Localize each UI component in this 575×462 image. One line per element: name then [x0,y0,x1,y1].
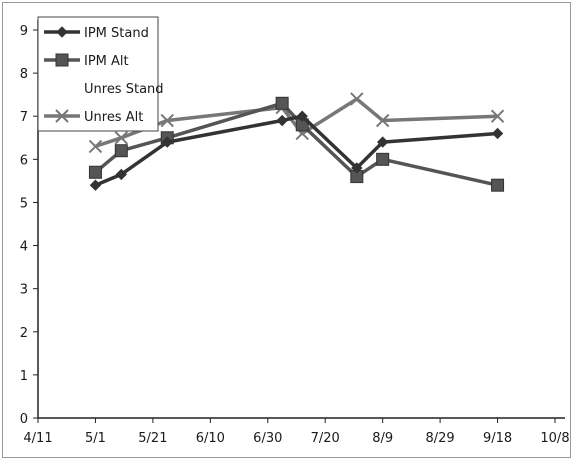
legend-label-ipm-alt: IPM Alt [84,54,129,69]
data-point-ipm-stand [491,127,504,140]
data-point-ipm-stand [276,114,288,127]
data-point-ipm-stand [161,136,173,148]
data-point-ipm-stand [89,179,102,191]
legend-label-unres-alt: Unres Alt [84,110,143,125]
y-tick-label: 2 [20,326,28,341]
y-tick-label: 4 [20,240,28,255]
data-point-unres-alt-stroke [160,113,174,128]
data-point-unres-alt-stroke [88,139,103,154]
y-tick-label: 9 [20,24,28,39]
y-tick-label: 8 [20,67,28,82]
legend-label-ipm-stand: IPM Stand [84,26,149,41]
data-point-unres-alt [490,109,505,123]
data-point-ipm-stand [296,110,308,122]
data-point-ipm-alt [275,96,289,110]
y-tick-label: 1 [20,369,28,384]
data-point-ipm-alt [114,144,128,158]
data-point-unres-alt-stroke [114,131,129,145]
x-tick-label: 6/10 [196,431,225,446]
y-tick-label: 0 [20,412,28,427]
data-point-unres-alt-stroke [350,92,364,106]
legend-marker-ipm-stand [56,26,68,38]
data-point-ipm-alt [491,178,505,192]
legend-marker-ipm-alt [55,53,69,67]
x-tick-label: 7/20 [311,431,340,446]
y-tick-label: 3 [20,283,28,298]
y-tick-label: 7 [20,110,28,125]
data-point-ipm-stand [351,162,363,174]
x-tick-label: 4/11 [23,431,52,446]
data-point-unres-alt [375,113,390,128]
x-tick-label: 8/29 [426,431,455,446]
x-tick-label: 9/18 [483,431,512,446]
x-tick-label: 8/9 [372,431,393,446]
x-tick-label: 5/1 [85,431,106,446]
data-point-unres-alt-stroke [375,113,390,128]
data-point-unres-alt-stroke [490,109,505,123]
data-point-ipm-stand [376,136,389,148]
x-tick-label: 6/30 [253,431,282,446]
legend-marker-unres-alt-stroke [55,109,69,123]
legend-label-unres-stand: Unres Stand [84,82,164,97]
x-tick-label: 5/21 [138,431,167,446]
data-point-ipm-alt [376,152,390,166]
data-point-ipm-alt [88,165,102,179]
series-line-ipm-stand [94,114,498,187]
y-tick-label: 5 [20,196,28,211]
legend: IPM Stand IPM Alt Unres Stand Unres Alt [37,16,164,132]
data-point-ipm-stand [115,168,128,181]
x-tick-label: 10/8 [540,431,569,446]
legend-marker-unres-alt [55,109,69,123]
data-point-unres-alt [114,131,129,145]
data-point-unres-alt [88,139,103,154]
y-tick-label: 6 [20,153,28,168]
data-point-unres-alt [350,92,364,106]
data-point-unres-alt [160,113,174,128]
